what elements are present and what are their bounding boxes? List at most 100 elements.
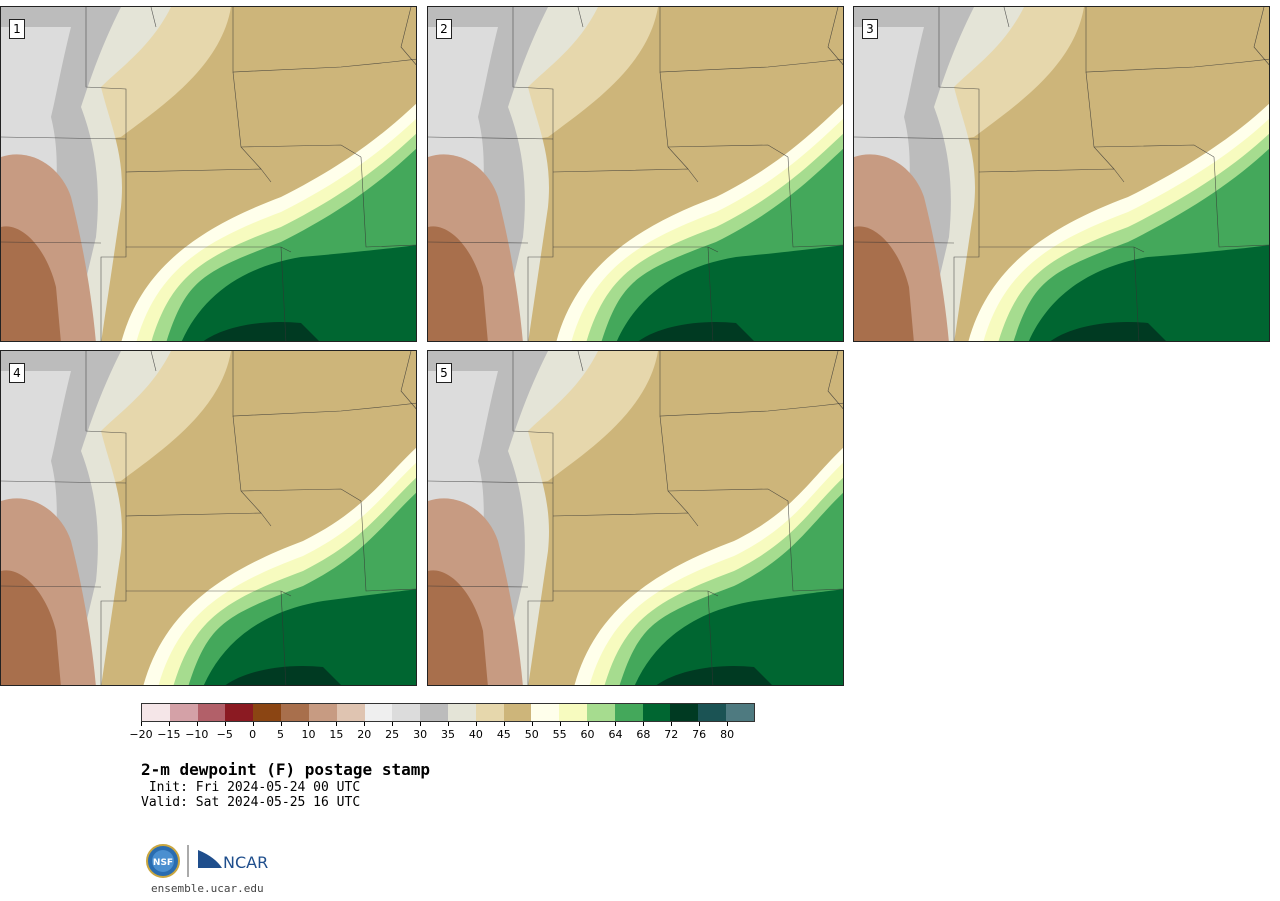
colorbar-segment (642, 704, 671, 721)
colorbar-tick (448, 722, 449, 726)
state-border (428, 241, 529, 244)
state-border (1, 480, 127, 484)
state-border (1093, 144, 1215, 158)
colorbar-tick (559, 722, 561, 726)
state-border (577, 351, 584, 372)
colorbar-segment (169, 704, 198, 721)
field-desert-dark (1, 570, 61, 685)
state-border (360, 500, 416, 592)
panel-number: 3 (862, 19, 878, 39)
colorbar-tick-label: 60 (580, 728, 595, 741)
colorbar-segment (475, 704, 504, 721)
colorbar-segment (531, 704, 560, 721)
colorbar-segment (392, 704, 421, 721)
state-border (667, 488, 789, 502)
state-border (1003, 7, 1010, 28)
colorbar-segment (420, 704, 448, 721)
colorbar-tick-label: 35 (441, 728, 455, 741)
colorbar-tick-label: −20 (129, 728, 153, 741)
colorbar-tick (308, 722, 310, 726)
field-desert-dark (428, 570, 488, 685)
state-border (512, 351, 554, 685)
state-border (1253, 7, 1269, 66)
field-moist-68 (616, 245, 843, 341)
valid-time: Valid: Sat 2024-05-25 16 UTC (141, 795, 361, 810)
state-border (1, 136, 127, 140)
field-moist-68 (634, 589, 843, 685)
state-border (1133, 246, 1140, 341)
colorbar-tick (615, 722, 617, 726)
state-border (938, 7, 980, 341)
colorbar-tick-label: 80 (720, 728, 735, 741)
state-border (787, 156, 843, 248)
panel-number: 2 (436, 19, 452, 39)
logo-graphic: NSF NCAR (146, 844, 268, 878)
state-border (854, 136, 980, 140)
colorbar-tick-label: −5 (216, 728, 233, 741)
colorbar-segment (364, 704, 393, 721)
state-border (232, 7, 416, 73)
colorbar-tick (531, 722, 533, 726)
init-time: Init: Fri 2024-05-24 00 UTC (141, 780, 361, 795)
field-desert-dark (854, 226, 914, 341)
field-moist-68 (181, 245, 416, 341)
colorbar-tick-label: 10 (301, 728, 316, 741)
state-border (232, 351, 416, 417)
state-border (280, 246, 287, 341)
colorbar-tick-label: 50 (524, 728, 539, 741)
field-moist-72 (203, 321, 319, 341)
colorbar-tick-label: 76 (692, 728, 707, 741)
chart-title: 2-m dewpoint (F) postage stamp (141, 760, 430, 779)
colorbar-segment (281, 704, 309, 721)
colorbar-tick (671, 722, 673, 726)
ncar-logo-text: NCAR (223, 853, 268, 872)
state-border (512, 7, 554, 341)
field-desert-dark (1, 226, 61, 341)
panel-number: 5 (436, 363, 452, 383)
state-border (428, 480, 554, 484)
colorbar-segment (447, 704, 476, 721)
nsf-logo-text: NSF (153, 858, 173, 868)
colorbar-tick-label: 64 (608, 728, 623, 741)
site-url: ensemble.ucar.edu (151, 882, 264, 895)
state-border (787, 500, 843, 592)
state-border (240, 488, 362, 502)
colorbar-tick (475, 722, 477, 726)
colorbar-tick (699, 722, 701, 726)
state-border (428, 585, 529, 588)
colorbar-tick (364, 722, 366, 726)
state-border (400, 7, 416, 66)
dewpoint-map-4 (1, 351, 416, 685)
colorbar-tick-label: 0 (249, 728, 257, 741)
colorbar-segment (587, 704, 615, 721)
dewpoint-map-1 (1, 7, 416, 341)
state-border (659, 351, 843, 417)
state-border (280, 590, 287, 685)
colorbar-ticks: −20 −15 −10 −5 0 5 10 15 20 25 30 35 40 45 50 55 60 64 68 7… (129, 722, 755, 742)
colorbar-tick-label: −15 (157, 728, 181, 741)
colorbar-tick (280, 722, 282, 726)
colorbar-tick (503, 722, 505, 726)
state-border (827, 351, 843, 410)
dewpoint-map-2 (428, 7, 843, 341)
colorbar-tick (643, 722, 645, 726)
dewpoint-map-3 (854, 7, 1269, 341)
state-border (85, 7, 127, 341)
state-border (827, 7, 843, 66)
state-border (577, 7, 584, 28)
colorbar-tick (168, 722, 170, 726)
state-border (1, 241, 102, 244)
state-border (85, 351, 127, 685)
colorbar-tick (336, 722, 338, 726)
colorbar-tick (727, 722, 729, 726)
colorbar-tick-label: 72 (664, 728, 679, 741)
state-border (428, 136, 554, 140)
colorbar-tick (141, 722, 142, 726)
field-desert-dark (428, 226, 488, 341)
panel-number: 1 (9, 19, 25, 39)
panel-member-4: 4 (0, 350, 417, 686)
nsf-ncar-logo: NSF NCAR (145, 843, 275, 879)
colorbar-segment (670, 704, 699, 721)
colorbar-tick-label: −10 (185, 728, 209, 741)
field-moist-68 (203, 589, 416, 685)
